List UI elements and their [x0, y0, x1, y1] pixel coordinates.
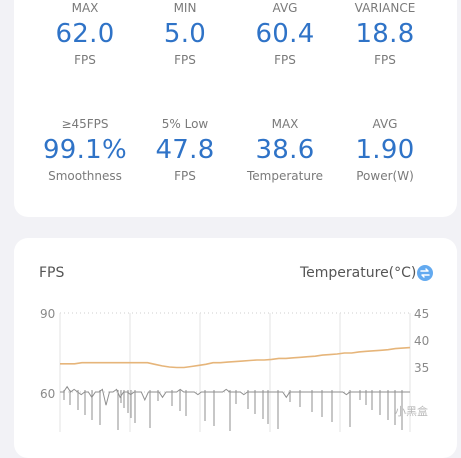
stat-avg-fps: AVG 60.4 FPS [230, 1, 340, 67]
stat-unit: FPS [174, 53, 196, 67]
left-tick-90: 90 [40, 307, 56, 321]
stat-unit: FPS [74, 53, 96, 67]
stat-label: 5% Low [161, 117, 209, 131]
stat-value: 62.0 [55, 19, 115, 49]
stat-value: 38.6 [255, 135, 315, 165]
stat-max-temperature: MAX 38.6 Temperature [230, 117, 340, 183]
stat-value: 60.4 [255, 19, 315, 49]
temperature-series-line [60, 346, 411, 369]
temperature-axis-title: Temperature(°C) [300, 265, 417, 281]
stat-min-fps: MIN 5.0 FPS [130, 1, 240, 67]
stat-unit: Smoothness [48, 169, 122, 183]
stat-smoothness: ≥45FPS 99.1% Smoothness [30, 117, 140, 183]
stat-unit: FPS [274, 53, 296, 67]
fps-series-line [60, 385, 410, 406]
chart-grid [59, 312, 411, 432]
chart-series [60, 346, 411, 431]
swap-icon-glyph [420, 268, 430, 278]
stat-unit: FPS [174, 169, 196, 183]
stat-value: 99.1% [42, 135, 128, 165]
chart-card [14, 238, 457, 458]
fps-temperature-chart [59, 312, 411, 432]
stat-label: ≥45FPS [61, 117, 109, 131]
right-tick-45: 45 [414, 307, 430, 321]
watermark-logo: 小黑盒 [395, 405, 428, 418]
stat-label: MAX [71, 1, 99, 15]
stat-value: 18.8 [355, 19, 415, 49]
swap-icon[interactable] [417, 265, 433, 281]
stat-unit: FPS [374, 53, 396, 67]
fps-axis-title: FPS [39, 265, 65, 281]
stat-unit: Temperature [246, 169, 323, 183]
stat-label: AVG [272, 1, 298, 15]
stat-value: 47.8 [155, 135, 215, 165]
stat-5pct-low: 5% Low 47.8 FPS [130, 117, 240, 183]
stat-label: AVG [372, 117, 398, 131]
stats-card [14, 0, 457, 217]
stat-avg-power: AVG 1.90 Power(W) [330, 117, 440, 183]
stat-variance-fps: VARIANCE 18.8 FPS [330, 1, 440, 67]
stat-label: MAX [271, 117, 299, 131]
stat-max-fps: MAX 62.0 FPS [30, 1, 140, 67]
right-tick-40: 40 [414, 334, 430, 348]
stat-value: 1.90 [355, 135, 415, 165]
left-tick-60: 60 [40, 387, 56, 401]
stat-unit: Power(W) [356, 169, 414, 183]
right-tick-35: 35 [414, 361, 430, 375]
stat-label: MIN [173, 1, 197, 15]
stat-value: 5.0 [163, 19, 207, 49]
stat-label: VARIANCE [354, 1, 416, 15]
